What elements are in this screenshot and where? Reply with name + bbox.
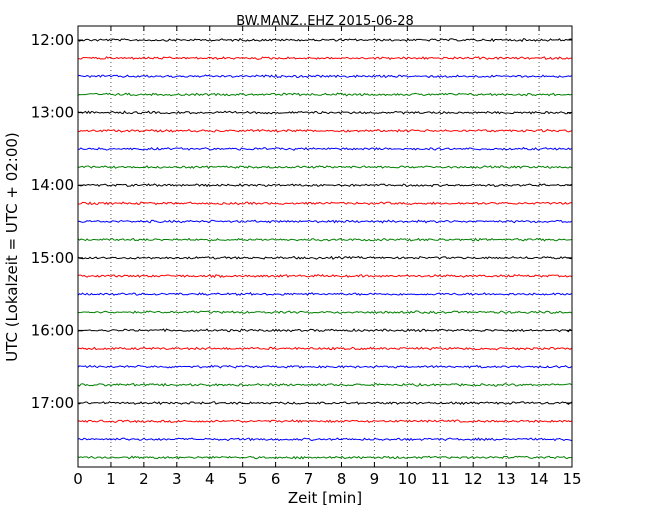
x-tick-label: 0 (73, 470, 83, 488)
seismogram-trace (77, 56, 572, 61)
trace-group (77, 37, 572, 460)
y-tick-label: 12:00 (31, 31, 74, 49)
y-tick-label: 16:00 (31, 321, 74, 339)
seismogram-trace (77, 401, 572, 406)
seismogram-trace (77, 328, 572, 333)
seismogram-trace (77, 419, 572, 424)
vertical-grid (110, 26, 540, 467)
seismogram-trace (77, 110, 572, 115)
seismogram-trace (77, 146, 572, 151)
x-tick-label: 2 (139, 470, 149, 488)
x-axis-ticks: 0 1 2 3 4 5 6 7 8 9 10 11 12 13 14 15 (73, 26, 582, 488)
x-tick-label: 7 (304, 470, 314, 488)
seismogram-trace (77, 346, 572, 351)
seismogram-trace (77, 201, 572, 206)
x-tick-label: 1 (106, 470, 116, 488)
x-tick-label: 9 (370, 470, 380, 488)
seismogram-trace (77, 455, 572, 460)
x-tick-label: 3 (172, 470, 182, 488)
y-tick-label: 15:00 (31, 249, 74, 267)
x-tick-label: 14 (530, 470, 549, 488)
chart-title: BW.MANZ..EHZ 2015-06-28 (236, 14, 414, 29)
seismogram-trace (77, 183, 572, 188)
seismogram-trace (77, 437, 572, 442)
seismogram-trace (77, 237, 572, 242)
x-axis-label: Zeit [min] (288, 489, 362, 507)
seismogram-trace (77, 37, 572, 43)
x-tick-label: 4 (205, 470, 215, 488)
x-tick-label: 10 (398, 470, 417, 488)
y-tick-label: 14:00 (31, 176, 74, 194)
x-tick-label: 6 (271, 470, 281, 488)
y-tick-label: 17:00 (31, 394, 74, 412)
seismogram-trace (77, 128, 572, 133)
x-tick-label: 15 (562, 470, 581, 488)
x-tick-label: 11 (431, 470, 450, 488)
y-tick-label: 13:00 (31, 104, 74, 122)
seismogram-trace (77, 255, 572, 260)
x-tick-label: 8 (337, 470, 347, 488)
x-tick-label: 5 (238, 470, 248, 488)
seismogram-trace (77, 92, 572, 97)
seismogram-trace (77, 310, 572, 315)
seismogram-trace (77, 364, 572, 369)
seismogram-trace (77, 382, 572, 387)
seismogram-trace (77, 74, 572, 79)
x-tick-label: 13 (497, 470, 516, 488)
seismogram-trace (77, 292, 572, 296)
x-tick-label: 12 (464, 470, 483, 488)
seismogram-trace (77, 219, 572, 224)
seismogram-trace (77, 165, 572, 170)
y-axis-label: UTC (Lokalzeit = UTC + 02:00) (3, 132, 21, 362)
y-axis-ticks: 12:00 13:00 14:00 15:00 16:00 17:00 (31, 31, 572, 412)
plot-frame (77, 25, 573, 468)
seismogram-trace (77, 274, 572, 279)
